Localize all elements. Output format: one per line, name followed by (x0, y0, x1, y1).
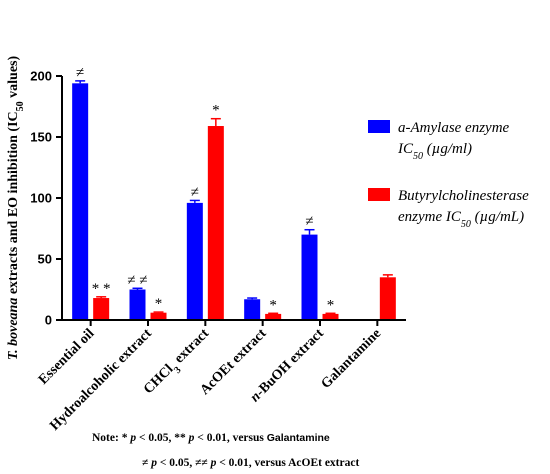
note-1-p2: p (188, 432, 195, 444)
bar-s1-5 (379, 277, 396, 320)
bar-s1-1 (150, 312, 167, 320)
legend-swatch-0 (368, 120, 390, 133)
legend-label-1-line1: Butyrylcholinesterase (398, 188, 529, 204)
note-2-mid2: < 0.01, versus AcOEt extract (216, 457, 360, 469)
significance-mark-s0-2: ≠ (191, 184, 199, 200)
y-tick-label: 100 (30, 191, 52, 206)
note-1-mid2: < 0.01, versus (194, 432, 267, 444)
y-tick-label: 200 (30, 69, 52, 84)
note-1-ref: Galantamine (266, 432, 330, 444)
bars-layer (72, 80, 396, 321)
significance-mark-s0-1: ≠ ≠ (127, 272, 147, 288)
bar-s1-3 (265, 313, 282, 320)
category-label-0: Essential oil (36, 326, 98, 388)
legend-label-1-line2: enzyme IC50 (µg/mL) (398, 209, 524, 230)
category-label-5: Galantamine (319, 326, 385, 392)
significance-mark-s0-4: ≠ (305, 214, 313, 230)
significance-mark-s1-1: * (155, 296, 163, 312)
bar-s0-3 (244, 299, 261, 320)
category-label-1: Hydroalcoholic extract (47, 326, 155, 434)
y-tick-label: 0 (45, 313, 52, 328)
significance-mark-s0-0: ≠ (76, 65, 84, 81)
bar-s1-4 (322, 313, 339, 320)
significance-mark-s1-4: * (327, 297, 335, 313)
y-tick-label: 150 (30, 130, 52, 145)
note-2-p2: p (210, 457, 217, 469)
significance-mark-s1-3: * (269, 297, 277, 313)
legend-label-0-line1: a-Amylase enzyme (398, 120, 510, 136)
y-tick-label: 50 (38, 252, 52, 267)
y-axis-label: T. boveana extracts and EO inhibition (I… (6, 56, 26, 361)
bar-s0-2 (186, 202, 203, 320)
note-1-p1: p (130, 432, 137, 444)
note-2-prefix: ≠ (142, 457, 152, 469)
bar-s0-1 (129, 289, 146, 320)
legend-swatch-1 (368, 188, 390, 201)
note-1-mid1: < 0.05, ** (136, 432, 189, 444)
bar-s0-0 (72, 83, 89, 320)
significance-mark-s1-0: * * (92, 281, 111, 297)
note-2-p1: p (151, 457, 157, 469)
bar-s0-4 (301, 234, 318, 320)
bar-s1-2 (207, 126, 224, 321)
note-line-1: Note: * p < 0.05, ** p < 0.01, versus Ga… (92, 432, 330, 444)
significance-mark-s1-2: * (212, 103, 220, 119)
note-line-2: ≠ p < 0.05, ≠≠ p < 0.01, versus AcOEt ex… (142, 457, 359, 469)
bar-s1-0 (93, 298, 110, 320)
legend: a-Amylase enzyme IC50 (µg/ml) Butyrylcholi… (368, 120, 529, 230)
axes-layer: 0 50 100 150 200 (30, 69, 406, 328)
legend-label-0-line2: IC50 (µg/ml) (397, 141, 472, 162)
note-1-prefix: Note: * (92, 432, 131, 444)
note-2-mid1: < 0.05, ≠≠ (156, 457, 211, 469)
